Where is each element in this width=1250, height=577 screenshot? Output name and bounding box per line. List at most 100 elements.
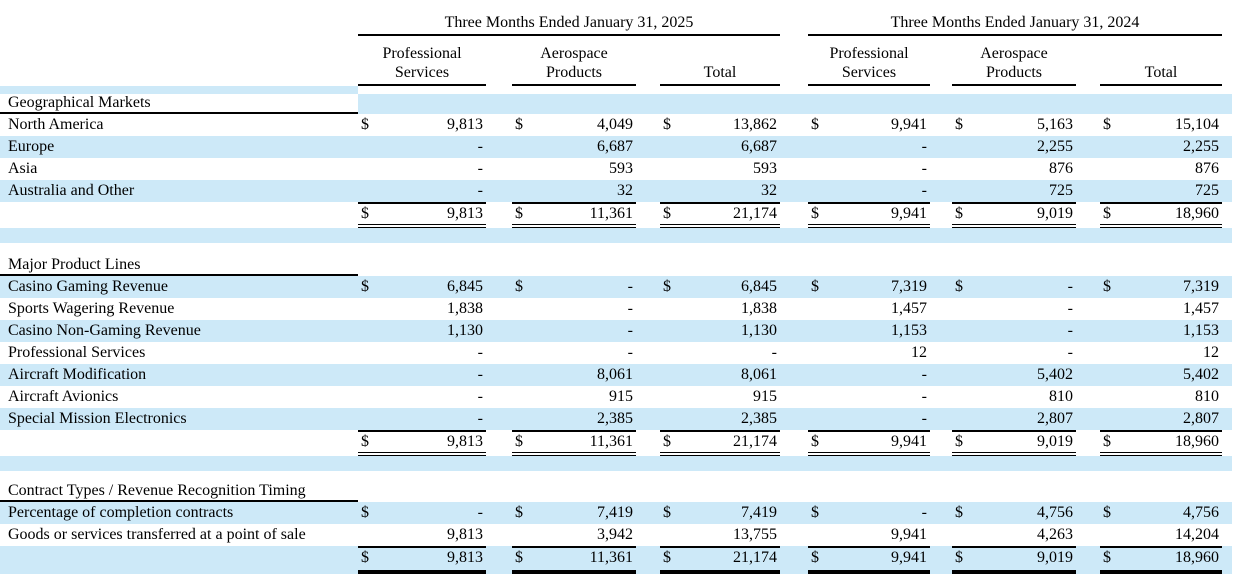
col-gap — [780, 386, 808, 408]
currency-symbol: $ — [955, 116, 963, 133]
value-cell: $4,049 — [512, 114, 636, 136]
cell-value: 4,756 — [1183, 504, 1219, 521]
cell-value: 18,960 — [1175, 205, 1219, 222]
data-row: Casino Gaming Revenue $6,845 $ - $6,845 $7,31… — [0, 276, 1232, 298]
value-cell: 5,402 — [952, 364, 1076, 386]
cell-value: 1,838 — [741, 300, 777, 317]
value-cell: $ - — [358, 502, 486, 524]
cell-value: 2,255 — [1183, 138, 1219, 155]
value-cell: $18,960 — [1100, 430, 1222, 456]
value-cell: 14,204 — [1100, 524, 1222, 546]
col-gap — [1076, 502, 1100, 524]
currency-symbol: $ — [955, 433, 963, 450]
col-gap — [486, 524, 512, 546]
cell-value: - — [477, 344, 483, 361]
value-cell: - — [952, 342, 1076, 364]
cell-value: 6,845 — [447, 278, 483, 295]
value-cell: $7,419 — [660, 502, 780, 524]
value-cell: 8,061 — [660, 364, 780, 386]
end-pad — [1222, 364, 1232, 386]
value-cell: - — [358, 342, 486, 364]
end-pad — [1222, 430, 1232, 456]
col-2024-aerospace-products: Aerospace Products — [952, 40, 1076, 86]
cell-value: - — [627, 278, 633, 295]
col-gap — [930, 180, 952, 202]
value-cell: 12 — [808, 342, 930, 364]
column-group-2025-title: Three Months Ended January 31, 2025 — [358, 14, 780, 36]
col-gap — [486, 430, 512, 456]
value-cell: $9,941 — [808, 430, 930, 456]
value-cell: 8,061 — [512, 364, 636, 386]
col-gap — [636, 276, 660, 298]
col-gap — [636, 320, 660, 342]
value-cell: $9,941 — [808, 546, 930, 574]
currency-symbol: $ — [515, 504, 523, 521]
end-pad — [1222, 320, 1232, 342]
cell-value: 9,941 — [891, 433, 927, 450]
value-cell: 12 — [1100, 342, 1222, 364]
cell-value: 1,838 — [447, 300, 483, 317]
value-cell: - — [808, 136, 930, 158]
currency-symbol: $ — [361, 278, 369, 295]
cell-value: - — [477, 182, 483, 199]
cell-value: 9,813 — [447, 526, 483, 543]
row-label — [0, 430, 358, 456]
col-gap — [1076, 276, 1100, 298]
value-cell: $6,845 — [660, 276, 780, 298]
cell-value: 1,153 — [1183, 322, 1219, 339]
column-group-2024-title: Three Months Ended January 31, 2024 — [808, 14, 1222, 36]
value-cell: - — [512, 342, 636, 364]
cell-value: 593 — [609, 160, 633, 177]
currency-symbol: $ — [811, 116, 819, 133]
cell-value: 810 — [1195, 388, 1219, 405]
currency-symbol: $ — [1103, 504, 1111, 521]
cell-value: 2,807 — [1183, 410, 1219, 427]
value-cell: $5,163 — [952, 114, 1076, 136]
col-gap — [486, 546, 512, 574]
currency-symbol: $ — [955, 504, 963, 521]
col-gap — [780, 364, 808, 386]
currency-symbol: $ — [811, 549, 819, 566]
col-gap — [930, 524, 952, 546]
spacer-row — [0, 228, 1232, 243]
value-cell: 6,687 — [512, 136, 636, 158]
value-cell: $7,419 — [512, 502, 636, 524]
value-cell: $18,960 — [1100, 546, 1222, 574]
col-gap — [930, 386, 952, 408]
value-cell: $9,813 — [358, 114, 486, 136]
currency-symbol: $ — [361, 433, 369, 450]
value-cell: $13,862 — [660, 114, 780, 136]
value-cell: - — [808, 364, 930, 386]
data-row: North America $9,813 $4,049 $13,862 $9,941 $5… — [0, 114, 1232, 136]
cell-value: 6,687 — [597, 138, 633, 155]
col-gap — [486, 114, 512, 136]
col-2025-total: Total — [660, 40, 780, 86]
cell-value: - — [627, 300, 633, 317]
col-gap — [930, 408, 952, 430]
currency-symbol: $ — [515, 278, 523, 295]
value-cell: $ - — [808, 502, 930, 524]
col-gap — [1076, 546, 1100, 574]
value-cell: $9,019 — [952, 546, 1076, 574]
col-gap — [930, 158, 952, 180]
value-cell: 810 — [952, 386, 1076, 408]
cell-value: 2,807 — [1037, 410, 1073, 427]
cell-value: 1,457 — [891, 300, 927, 317]
value-cell: $11,361 — [512, 430, 636, 456]
cell-value: 15,104 — [1175, 116, 1219, 133]
data-row: Percentage of completion contracts $ - $7,4… — [0, 502, 1232, 524]
col-gap — [1076, 114, 1100, 136]
currency-symbol: $ — [361, 504, 369, 521]
cell-value: - — [477, 504, 483, 521]
value-cell: $11,361 — [512, 202, 636, 228]
value-cell: 725 — [1100, 180, 1222, 202]
section-header-numeric-region — [358, 94, 1232, 114]
currency-symbol: $ — [361, 205, 369, 222]
cell-value: 725 — [1049, 182, 1073, 199]
cell-value: 7,419 — [741, 504, 777, 521]
cell-value: 21,174 — [733, 433, 777, 450]
data-row: Aircraft Modification - 8,061 8,061 - 5,402 5,… — [0, 364, 1232, 386]
cell-value: 593 — [753, 160, 777, 177]
col-gap — [1076, 386, 1100, 408]
value-cell: - — [358, 158, 486, 180]
